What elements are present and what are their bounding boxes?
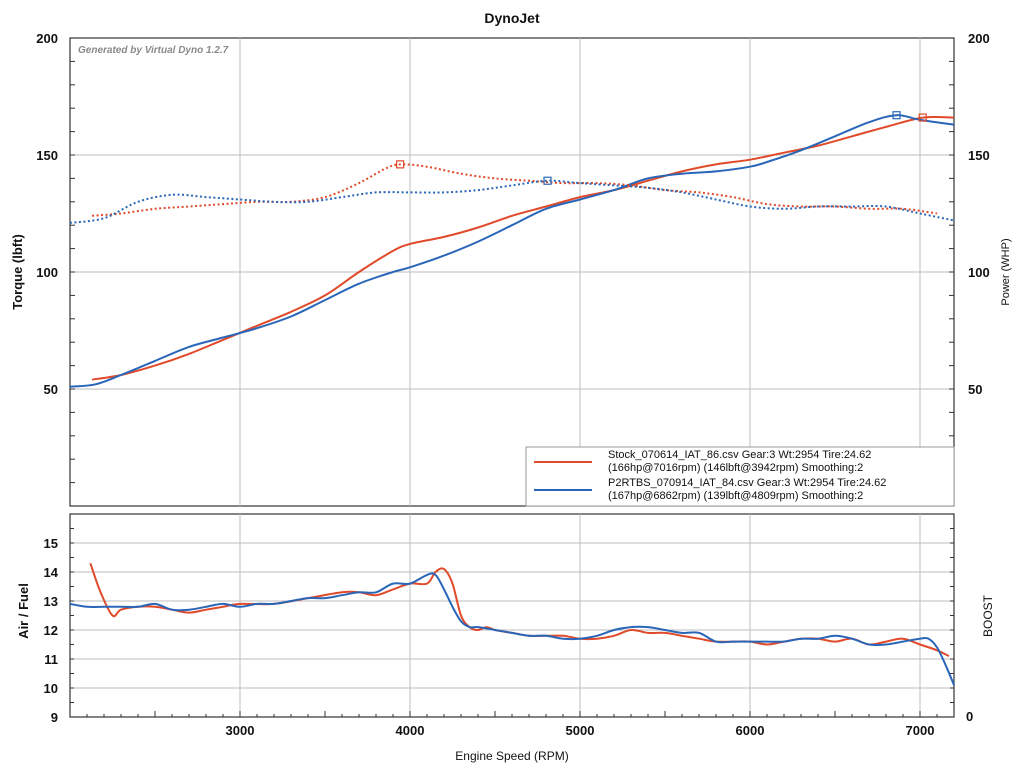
afr-axis-label: Air / Fuel: [16, 583, 31, 639]
afr-tick-label: 14: [44, 565, 59, 580]
torque-tick-label: 150: [36, 148, 58, 163]
peak-marker: [918, 113, 927, 122]
legend-p2rtbs-line2: (167hp@6862rpm) (139lbft@4809rpm) Smooth…: [608, 490, 863, 502]
rpm-tick-label: 6000: [736, 723, 765, 738]
peak-marker: [543, 176, 552, 185]
power-tick-label: 100: [968, 265, 990, 280]
afr-tick-label: 11: [44, 652, 58, 667]
top-grid: [70, 38, 954, 506]
afr-tick-label: 13: [44, 594, 58, 609]
power-axis-label: Power (WHP): [1000, 238, 1012, 305]
legend-p2rtbs-line1: P2RTBS_070914_IAT_84.csv Gear:3 Wt:2954 …: [608, 477, 886, 489]
top-series-group: [69, 114, 955, 388]
bottom-grid: [70, 514, 954, 717]
torque-curve-stock: [92, 163, 938, 217]
watermark: Generated by Virtual Dyno 1.2.7: [78, 45, 229, 56]
bottom-series-group: [69, 562, 955, 686]
torque-tick-label: 100: [36, 265, 58, 280]
power-axis-ticks: 50 100 150 200: [949, 31, 990, 484]
peak-marker: [396, 160, 405, 169]
power-tick-label: 200: [968, 31, 990, 46]
bottom-plot-area: [69, 513, 955, 718]
torque-axis-ticks: 50 100 150 200: [36, 31, 75, 484]
rpm-axis-label: Engine Speed (RPM): [455, 749, 568, 763]
boost-axis-label: BOOST: [981, 594, 995, 637]
boost-axis-ticks: 0: [950, 528, 973, 724]
legend: Stock_070614_IAT_86.csv Gear:3 Wt:2954 T…: [525, 446, 955, 507]
afr-curve-p2rtbs: [69, 572, 955, 686]
legend-box: [525, 446, 955, 507]
peak-markers: [396, 111, 927, 185]
afr-tick-label: 10: [44, 681, 58, 696]
rpm-tick-label: 5000: [566, 723, 595, 738]
legend-stock-line1: Stock_070614_IAT_86.csv Gear:3 Wt:2954 T…: [608, 449, 871, 461]
torque-tick-label: 50: [44, 382, 58, 397]
power-tick-label: 50: [968, 382, 982, 397]
rpm-axis-ticks: 3000 4000 5000 6000 7000: [86, 711, 938, 738]
power-tick-label: 150: [968, 148, 990, 163]
afr-axis-ticks: 9 10 11 12 13 14 15: [44, 528, 74, 725]
rpm-tick-label: 7000: [906, 723, 935, 738]
peak-marker: [892, 111, 901, 120]
afr-tick-label: 12: [44, 623, 58, 638]
torque-tick-label: 200: [36, 31, 58, 46]
boost-tick-label: 0: [966, 709, 973, 724]
rpm-tick-label: 3000: [226, 723, 255, 738]
afr-tick-label: 9: [51, 710, 58, 725]
chart-title: DynoJet: [484, 10, 540, 26]
legend-stock-line2: (166hp@7016rpm) (146lbft@3942rpm) Smooth…: [608, 462, 863, 474]
power-curve-p2rtbs: [69, 114, 955, 388]
rpm-tick-label: 4000: [396, 723, 425, 738]
afr-tick-label: 15: [44, 536, 58, 551]
torque-axis-label: Torque (lbft): [10, 234, 25, 310]
